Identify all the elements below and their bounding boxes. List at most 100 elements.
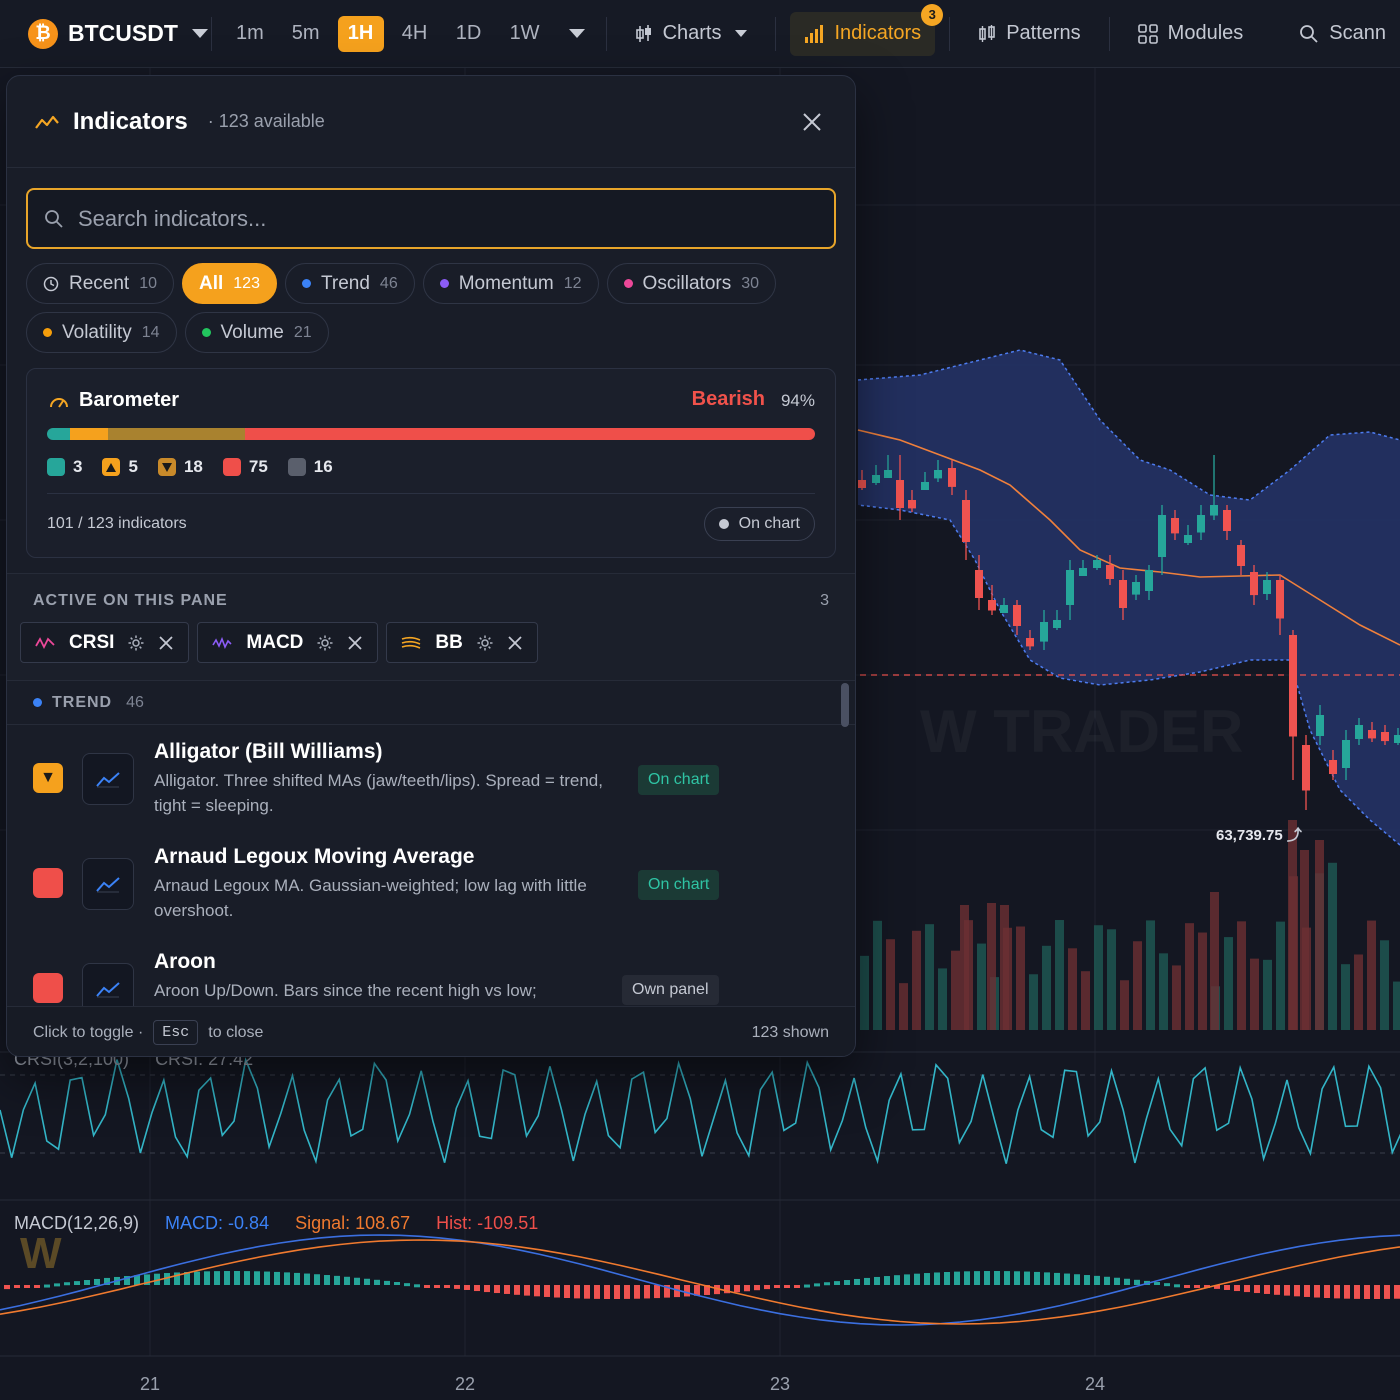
category-dot-icon [439, 279, 449, 288]
barometer-title: Barometer [79, 389, 180, 411]
patterns-button[interactable]: Patterns [964, 12, 1094, 56]
search-icon [1299, 24, 1319, 44]
chip-label: Volatility [62, 321, 132, 343]
on-chart-toggle[interactable]: On chart [703, 507, 815, 541]
chevron-down-icon [191, 29, 208, 38]
section-count: 3 [820, 592, 829, 609]
scanner-label: Scann [1329, 22, 1386, 44]
bands-icon [401, 636, 421, 650]
gear-icon[interactable] [128, 635, 144, 651]
triangle-down-icon: ▼ [40, 769, 56, 786]
indicator-row[interactable]: Aroon Aroon Up/Down. Bars since the recen… [7, 936, 855, 1006]
indicator-name: Alligator (Bill Williams) [154, 740, 383, 763]
filter-chip-recent[interactable]: Recent 10 [26, 263, 174, 304]
patterns-label: Patterns [1006, 22, 1081, 44]
indicator-row[interactable]: Arnaud Legoux Moving Average Arnaud Legou… [7, 831, 855, 936]
barometer-bar [47, 428, 815, 440]
barometer-percent: 94% [780, 391, 815, 410]
indicators-count-badge: 3 [921, 3, 944, 26]
close-icon [803, 112, 821, 131]
bollinger-upper-line [857, 349, 1400, 501]
trend-line-icon [35, 113, 59, 131]
favorite-toggle[interactable] [33, 973, 63, 1003]
x-tick-label: 22 [455, 1374, 476, 1394]
timeframe-5m[interactable]: 5m [291, 22, 320, 44]
chip-count: 123 [233, 274, 260, 292]
filter-chip-volatility[interactable]: Volatility 14 [26, 312, 177, 353]
chip-count: 46 [379, 274, 398, 292]
modules-button[interactable]: Modules [1124, 12, 1258, 56]
macd-legend: MACD(12,26,9) MACD: -0.84 Signal: 108.67 Hi… [14, 1213, 539, 1233]
favorite-toggle[interactable]: ▼ [33, 763, 63, 793]
barometer-count: 16 [287, 457, 333, 477]
filter-chip-momentum[interactable]: Momentum 12 [422, 263, 599, 304]
shown-count: 123 shown [751, 1023, 829, 1041]
barometer-counts: 3 5 18 75 16 [47, 457, 333, 477]
filter-chip-trend[interactable]: Trend 46 [284, 263, 415, 304]
scanner-button[interactable]: Scann [1285, 12, 1400, 56]
group-label: TREND [52, 693, 113, 711]
indicators-panel: Indicators · 123 available Recent 10 All 12… [6, 75, 856, 1057]
modules-label: Modules [1167, 22, 1244, 44]
x-tick-label: 24 [1085, 1374, 1106, 1394]
gauge-icon [49, 393, 69, 414]
chip-count: 10 [139, 274, 157, 292]
macd-line [0, 1234, 1400, 1326]
close-icon[interactable] [347, 635, 363, 651]
clock-icon [43, 276, 59, 292]
list-scrollbar[interactable] [841, 683, 849, 727]
barometer-footer: 101 / 123 indicators [47, 515, 187, 532]
chip-label: Momentum [458, 272, 554, 294]
gear-icon[interactable] [317, 635, 333, 651]
indicator-status-tag: On chart [638, 870, 720, 900]
indicators-button[interactable]: Indicators 3 [790, 3, 944, 56]
timeframe-4h[interactable]: 4H [401, 22, 428, 44]
indicator-name: Arnaud Legoux Moving Average [154, 845, 475, 868]
favorite-toggle[interactable] [33, 868, 63, 898]
filter-chip-all[interactable]: All 123 [182, 263, 277, 304]
active-indicator-bb[interactable]: BB [386, 622, 538, 663]
chart-watermark: W TRADER [920, 698, 1243, 765]
bitcoin-icon: ₿ [28, 18, 58, 49]
chip-count: 30 [741, 274, 760, 292]
active-indicator-macd[interactable]: MACD [197, 622, 379, 663]
filter-chip-volume[interactable]: Volume 21 [184, 312, 329, 353]
indicator-row[interactable]: ▼ Alligator (Bill Williams) Alligator. Thr… [7, 726, 855, 831]
filter-chip-oscillators[interactable]: Oscillators 30 [606, 263, 777, 304]
search-icon [44, 209, 64, 229]
close-icon[interactable] [507, 635, 523, 651]
line-chart-icon [82, 963, 134, 1006]
chip-label: Volume [220, 321, 284, 343]
close-icon[interactable] [158, 635, 174, 651]
category-dot-icon [201, 328, 211, 337]
group-header-trend[interactable]: TREND 46 [7, 681, 855, 725]
patterns-icon [978, 24, 996, 43]
barometer-segment [244, 428, 815, 440]
active-indicator-name: MACD [246, 631, 304, 653]
timeframe-1h[interactable]: 1H [337, 15, 384, 52]
logo-watermark: W [20, 1229, 62, 1278]
timeframe-1m[interactable]: 1m [235, 22, 264, 44]
macd-histogram [4, 1271, 1400, 1299]
bollinger-band-fill [858, 350, 1400, 845]
panel-footer: Click to toggle · Esc to close 123 shown [7, 1006, 855, 1056]
timeframe-more-button[interactable] [558, 16, 592, 52]
barometer-verdict: Bearish [691, 388, 765, 410]
symbol-selector[interactable]: ₿ BTCUSDT [0, 0, 211, 67]
category-dot-icon [623, 279, 633, 288]
barometer-count: 5 [102, 457, 138, 477]
barometer-count: 18 [157, 457, 203, 477]
active-indicator-crsi[interactable]: CRSI [20, 622, 190, 663]
footer-hint-close: to close [208, 1023, 264, 1041]
gear-icon[interactable] [477, 635, 493, 651]
close-button[interactable] [797, 107, 827, 137]
charts-button[interactable]: Charts [621, 12, 762, 56]
chip-label: Trend [320, 272, 370, 294]
timeframe-1w[interactable]: 1W [509, 22, 540, 44]
x-tick-label: 23 [770, 1374, 791, 1394]
search-input[interactable] [78, 205, 778, 232]
barometer-count: 75 [222, 457, 268, 477]
trend-dot-icon [33, 698, 42, 707]
timeframe-1d[interactable]: 1D [455, 22, 482, 44]
indicator-description: Arnaud Legoux MA. Gaussian-weighted; low… [154, 876, 587, 920]
